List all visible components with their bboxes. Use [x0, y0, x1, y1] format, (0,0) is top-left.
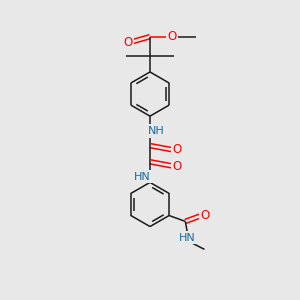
- Text: HN: HN: [178, 232, 195, 243]
- Text: O: O: [167, 30, 177, 43]
- Text: O: O: [200, 209, 210, 222]
- Text: NH: NH: [148, 126, 164, 136]
- Text: O: O: [172, 143, 182, 157]
- Text: O: O: [172, 160, 182, 173]
- Text: O: O: [123, 36, 133, 49]
- Text: HN: HN: [134, 172, 151, 182]
